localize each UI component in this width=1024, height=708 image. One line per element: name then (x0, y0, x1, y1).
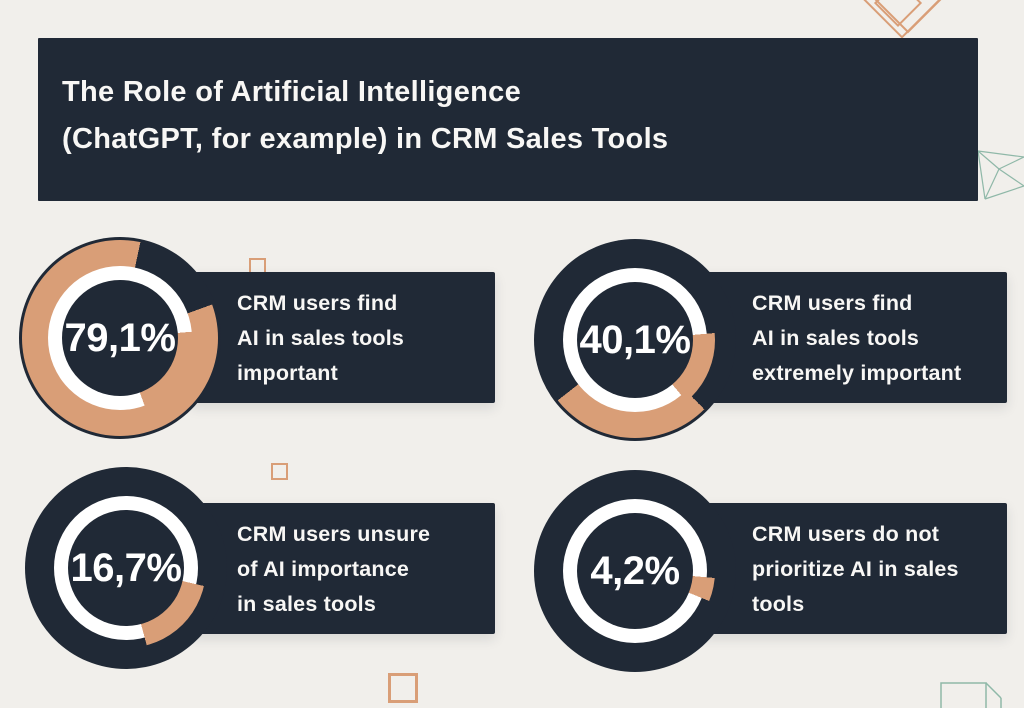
square-icon (388, 673, 418, 703)
stat-card: CRM users unsure of AI importance in sal… (190, 503, 495, 634)
donut-center: 16,7% (68, 510, 184, 626)
stat-label-line: in sales tools (237, 592, 377, 616)
stat-value: 79,1% (64, 315, 176, 360)
donut-center: 40,1% (577, 282, 693, 398)
donut-gauge: 79,1% (19, 237, 221, 439)
stat-label-line: AI in sales tools (752, 326, 920, 350)
stat-value: 4,2% (590, 548, 680, 593)
donut-center: 4,2% (577, 513, 693, 629)
stat-value: 40,1% (579, 317, 691, 362)
stat-label-line: CRM users find (752, 291, 913, 315)
stat-label-line: CRM users do not (752, 522, 940, 546)
stat-label-line: extremely important (752, 361, 962, 385)
stat-label-line: tools (752, 592, 805, 616)
donut-gauge: 4,2% (534, 470, 736, 672)
donut-center: 79,1% (62, 280, 178, 396)
stat-card: CRM users do not prioritize AI in sales … (700, 503, 1007, 634)
tetrahedron-icon (977, 150, 1024, 200)
stat-label-line: prioritize AI in sales (752, 557, 959, 581)
stat-label-line: AI in sales tools (237, 326, 405, 350)
page-title-line-2: (ChatGPT, for example) in CRM Sales Tool… (62, 123, 669, 155)
donut-gauge: 16,7% (25, 467, 227, 669)
stat-label-line: CRM users find (237, 291, 398, 315)
page-title-line-1: The Role of Artificial Intelligence (62, 76, 521, 108)
square-icon (271, 463, 288, 480)
cube-icon (940, 682, 1002, 708)
stat-card: CRM users find AI in sales tools extreme… (700, 272, 1007, 403)
stat-label-line: CRM users unsure (237, 522, 431, 546)
stat-card: CRM users find AI in sales tools importa… (190, 272, 495, 403)
donut-gauge: 40,1% (534, 239, 736, 441)
title-banner: The Role of Artificial Intelligence (Cha… (38, 38, 978, 201)
stat-label-line: of AI importance (237, 557, 410, 581)
stat-value: 16,7% (70, 545, 182, 590)
stat-label-line: important (237, 361, 338, 385)
